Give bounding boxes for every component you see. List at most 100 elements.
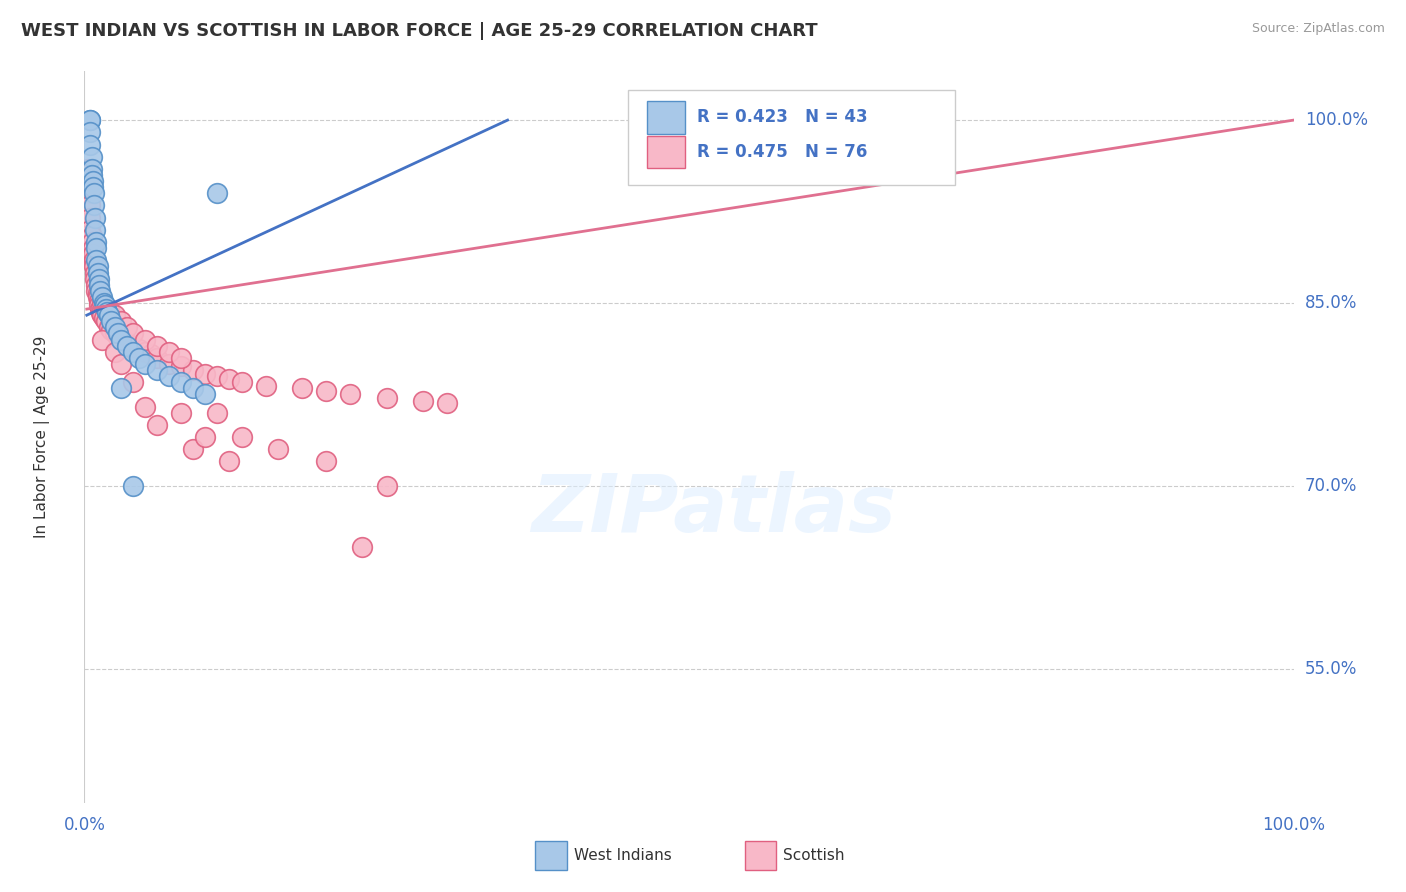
Point — [80, 150, 103, 164]
Point — [104, 344, 127, 359]
Point — [84, 271, 107, 285]
Point — [86, 286, 108, 301]
Point — [83, 253, 105, 268]
FancyBboxPatch shape — [628, 90, 955, 185]
Point — [115, 334, 138, 349]
Point — [110, 333, 132, 347]
Point — [128, 351, 150, 365]
Point — [291, 381, 314, 395]
Point — [207, 369, 229, 384]
Point — [181, 381, 204, 395]
Point — [436, 396, 458, 410]
Point — [231, 376, 253, 390]
Point — [375, 479, 398, 493]
Text: 85.0%: 85.0% — [1305, 294, 1357, 312]
Text: 55.0%: 55.0% — [1305, 660, 1357, 678]
Point — [86, 253, 108, 268]
Point — [94, 298, 117, 312]
Point — [79, 125, 101, 139]
Point — [194, 367, 217, 381]
Point — [97, 320, 120, 334]
Point — [94, 301, 117, 317]
Point — [134, 333, 156, 347]
Point — [170, 406, 193, 420]
Point — [315, 454, 337, 468]
Text: WEST INDIAN VS SCOTTISH IN LABOR FORCE | AGE 25-29 CORRELATION CHART: WEST INDIAN VS SCOTTISH IN LABOR FORCE |… — [21, 22, 818, 40]
Point — [77, 174, 100, 188]
Point — [86, 290, 108, 304]
Point — [100, 323, 122, 337]
Point — [134, 400, 156, 414]
Point — [157, 369, 180, 384]
FancyBboxPatch shape — [536, 841, 567, 870]
Point — [90, 306, 112, 320]
Point — [94, 314, 117, 328]
Point — [84, 211, 107, 225]
Point — [79, 223, 101, 237]
Point — [170, 376, 193, 390]
Point — [121, 376, 143, 390]
Point — [231, 430, 253, 444]
Point — [91, 308, 114, 322]
Point — [91, 296, 114, 310]
Point — [107, 330, 129, 344]
Point — [89, 284, 111, 298]
Point — [104, 326, 127, 341]
Point — [80, 168, 103, 182]
Point — [93, 296, 115, 310]
Point — [121, 339, 143, 353]
Point — [97, 301, 120, 317]
Point — [86, 284, 108, 298]
Point — [339, 387, 361, 401]
Text: Scottish: Scottish — [783, 848, 845, 863]
Point — [83, 198, 105, 212]
Point — [139, 347, 162, 361]
Point — [89, 301, 111, 317]
Point — [97, 308, 120, 322]
Point — [170, 351, 193, 365]
Point — [86, 241, 108, 255]
Point — [87, 277, 110, 292]
Point — [96, 304, 118, 318]
Point — [79, 113, 101, 128]
FancyBboxPatch shape — [745, 841, 776, 870]
Point — [79, 211, 101, 225]
Point — [86, 265, 108, 279]
Point — [181, 363, 204, 377]
Point — [100, 314, 122, 328]
Point — [79, 113, 101, 128]
Point — [91, 290, 114, 304]
Point — [87, 298, 110, 312]
Point — [82, 180, 104, 194]
Point — [115, 339, 138, 353]
Point — [77, 161, 100, 176]
Text: R = 0.423   N = 43: R = 0.423 N = 43 — [697, 109, 868, 127]
Point — [134, 344, 156, 359]
Point — [207, 406, 229, 420]
Point — [104, 308, 127, 322]
Point — [121, 479, 143, 493]
Point — [110, 314, 132, 328]
Point — [146, 417, 169, 432]
Point — [93, 310, 115, 325]
Point — [218, 371, 240, 385]
Text: ZIPatlas: ZIPatlas — [530, 471, 896, 549]
Point — [87, 293, 110, 308]
Point — [157, 344, 180, 359]
Point — [146, 339, 169, 353]
Point — [121, 344, 143, 359]
Point — [412, 393, 434, 408]
Point — [79, 198, 101, 212]
Point — [121, 326, 143, 341]
FancyBboxPatch shape — [647, 136, 685, 168]
Point — [207, 186, 229, 201]
Point — [375, 391, 398, 405]
Text: 70.0%: 70.0% — [1305, 477, 1357, 495]
Point — [218, 454, 240, 468]
Text: R = 0.475   N = 76: R = 0.475 N = 76 — [697, 143, 868, 161]
Point — [83, 260, 105, 274]
FancyBboxPatch shape — [647, 102, 685, 134]
Point — [82, 247, 104, 261]
Point — [82, 241, 104, 255]
Point — [110, 357, 132, 371]
